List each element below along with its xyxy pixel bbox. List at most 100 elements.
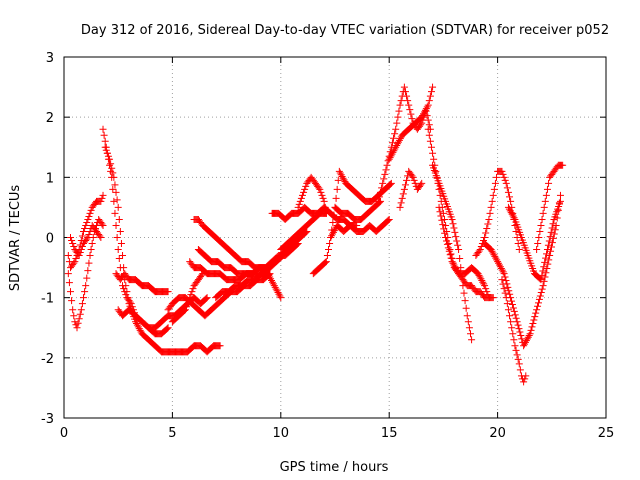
data-point [114, 246, 122, 254]
data-point [513, 318, 521, 326]
data-point [491, 179, 499, 187]
data-point [163, 325, 171, 333]
data-point [545, 256, 553, 264]
data-point [67, 288, 75, 296]
data-point [113, 234, 121, 241]
data-point [540, 203, 548, 211]
data-point [543, 246, 551, 254]
data-point [68, 297, 76, 305]
data-point [488, 197, 496, 205]
data-point [98, 220, 106, 228]
data-point [507, 197, 515, 205]
y-tick-labels: -3 -2 -1 0 1 2 3 [41, 51, 54, 427]
data-point [512, 346, 520, 354]
data-point [320, 197, 328, 205]
data-point [317, 188, 325, 196]
data-point [515, 360, 523, 368]
data-point [534, 299, 542, 307]
data-point [69, 240, 77, 248]
data-point [71, 258, 79, 266]
data-point [476, 246, 484, 254]
data-point [83, 218, 91, 226]
x-axis-label: GPS time / hours [280, 460, 389, 475]
data-point [69, 306, 77, 314]
data-point [294, 203, 302, 211]
data-point [540, 277, 548, 285]
data-point [516, 328, 524, 336]
data-point [103, 149, 111, 157]
data-point [538, 271, 546, 279]
data-point [111, 209, 119, 217]
y-tick-label: 1 [46, 171, 54, 186]
data-point [542, 269, 550, 277]
data-point [78, 243, 86, 251]
data-point [396, 101, 404, 109]
data-point [180, 307, 188, 315]
data-point [442, 234, 450, 241]
data-point [513, 351, 521, 359]
data-point [380, 175, 388, 183]
data-point [321, 203, 329, 211]
data-point [181, 306, 189, 314]
data-point [198, 271, 206, 279]
data-point [65, 279, 73, 287]
data-point [101, 137, 109, 145]
data-point [506, 290, 514, 298]
data-point [527, 326, 535, 334]
data-point [503, 184, 511, 192]
data-point [426, 137, 434, 145]
data-point [418, 179, 426, 187]
data-point [298, 191, 306, 199]
data-point [425, 131, 433, 139]
data-point [512, 314, 520, 322]
x-tick-label: 15 [381, 426, 398, 441]
data-point [85, 212, 93, 220]
data-point [184, 300, 192, 308]
y-tick-label: 0 [46, 232, 54, 247]
data-point [87, 246, 95, 254]
data-point [548, 239, 556, 247]
data-point [423, 103, 431, 111]
data-point [541, 197, 549, 205]
y-tick-label: 2 [46, 111, 54, 126]
data-point [443, 240, 451, 248]
data-point [460, 289, 468, 297]
data-point [426, 92, 434, 100]
data-point [475, 247, 483, 255]
data-point [387, 179, 395, 187]
data-point [84, 234, 92, 241]
data-point [396, 203, 404, 211]
data-point [425, 97, 433, 105]
data-point [534, 302, 542, 310]
data-point [120, 264, 128, 272]
data-point [302, 182, 310, 190]
data-point [526, 330, 534, 338]
data-point [528, 323, 536, 331]
data-point [398, 194, 406, 202]
data-point [489, 191, 497, 199]
data-point [498, 276, 506, 284]
data-point [104, 152, 112, 160]
data-point [106, 155, 114, 163]
data-point [441, 229, 449, 237]
data-point [484, 220, 492, 228]
data-point [186, 294, 194, 302]
data-point [429, 149, 437, 157]
data-point [500, 285, 508, 293]
data-point [401, 88, 409, 96]
data-point [508, 324, 516, 332]
data-point [539, 282, 547, 290]
data-point [504, 188, 512, 196]
data-point [386, 180, 394, 188]
data-point [408, 115, 416, 123]
data-point [111, 181, 119, 189]
data-point [536, 227, 544, 235]
data-point [438, 216, 446, 224]
data-point [301, 185, 309, 193]
data-point [439, 221, 447, 229]
data-point [77, 306, 85, 314]
data-point [82, 282, 90, 290]
data-point [498, 167, 506, 175]
data-point [437, 212, 445, 220]
data-point [485, 215, 493, 223]
